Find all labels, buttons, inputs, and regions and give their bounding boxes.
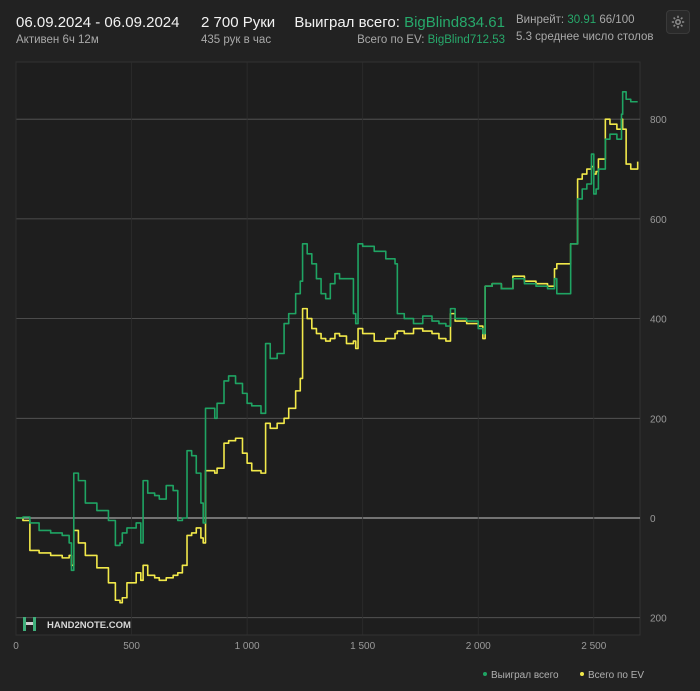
y-tick-label: 200 [650,414,667,425]
x-tick-label: 1 000 [235,641,260,652]
won-total: Выиграл всего: BigBlind834.61 [294,14,505,31]
ev-total-value: BigBlind712.53 [427,34,505,46]
legend: Выиграл всего Всего по EV [483,670,644,681]
winrate-label: Винрейт: [516,14,565,26]
y-tick-label: 600 [650,215,667,226]
hand2note-logo-icon [23,617,36,631]
date-range: 06.09.2024 - 06.09.2024 [16,14,180,31]
ev-total-label: Всего по EV: [357,34,425,46]
chart-area: 800 600 400 200 0 200 0 500 1 000 1 500 2 000 2 500… [0,56,700,686]
x-tick-label: 500 [123,641,140,652]
watermark-text: HAND2NOTE.COM [47,620,131,631]
winrate-unit: 66/100 [599,14,635,26]
chart-svg: 800 600 400 200 0 200 0 500 1 000 1 500 2 000 2 500… [13,61,667,681]
legend-label: Выиграл всего [491,670,559,681]
y-tick-label: 400 [650,315,667,326]
legend-swatch [483,672,487,676]
hands-per-hour: 435 рук в час [201,34,272,46]
logo-bar-right [33,617,36,631]
x-tick-label: 0 [13,641,19,652]
average-tables: 5.3 среднее число столов [516,31,654,43]
y-tick-label: 0 [650,514,656,525]
won-total-value: BigBlind834.61 [404,14,505,31]
watermark-logo: HAND2NOTE.COM [23,617,131,631]
series-line [16,118,639,604]
gear-icon [671,15,685,29]
hands-count: 2 700 Руки [201,14,276,31]
logo-bar-mid [26,622,33,625]
plot-background [15,61,641,636]
winrate-value: 30.91 [567,14,597,26]
legend-swatch [580,672,584,676]
legend-label: Всего по EV [588,670,644,681]
y-tick-label: 800 [650,115,667,126]
y-tick-label: 200 [650,614,667,625]
ev-total: Всего по EV: BigBlind712.53 [357,34,505,46]
active-time: Активен 6ч 12м [16,34,99,46]
settings-button[interactable] [666,10,690,34]
x-tick-label: 2 000 [466,641,491,652]
stats-header: 06.09.2024 - 06.09.2024 Активен 6ч 12м 2… [0,0,700,56]
x-tick-label: 1 500 [350,641,375,652]
logo-bar-left [23,617,26,631]
winrate: Винрейт: 30.91 66/100 [516,14,635,26]
x-tick-label: 2 500 [581,641,606,652]
series-line [16,90,638,572]
won-total-label: Выиграл всего: [294,14,400,31]
